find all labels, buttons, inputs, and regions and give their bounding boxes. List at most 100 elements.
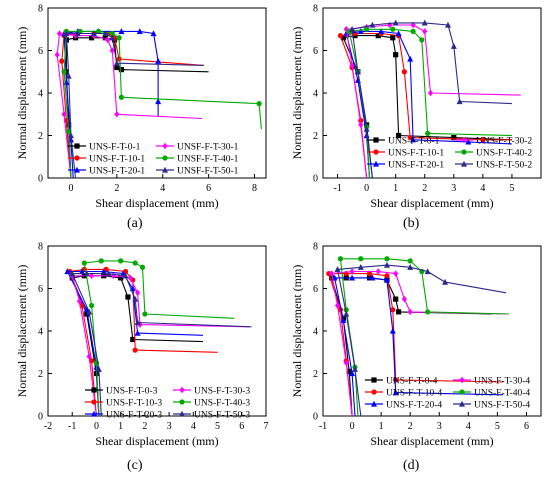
- legend-marker: [162, 142, 168, 150]
- data-point: [366, 271, 373, 277]
- data-point: [109, 47, 115, 54]
- x-axis-label: Shear displacement (mm): [95, 196, 218, 210]
- data-point: [67, 132, 74, 139]
- data-point: [407, 264, 414, 270]
- data-point: [135, 289, 141, 296]
- data-point: [329, 270, 335, 277]
- data-point: [369, 21, 376, 28]
- legend-marker: [74, 155, 80, 161]
- x-tick-label: 2: [408, 421, 413, 432]
- legend-label: UNS-F-T-30-4: [474, 377, 530, 387]
- data-point: [375, 268, 381, 275]
- series-line: [63, 30, 159, 179]
- x-tick-label: 3: [437, 421, 442, 432]
- data-point: [125, 294, 131, 300]
- y-tick-label: 8: [38, 4, 43, 15]
- data-point: [102, 35, 108, 41]
- y-tick-label: 6: [38, 284, 43, 295]
- legend-label: UNS-F-T-30-3: [194, 387, 250, 397]
- data-point: [54, 51, 60, 58]
- data-point: [349, 274, 356, 281]
- data-point: [114, 64, 120, 71]
- data-point: [369, 274, 376, 281]
- x-tick-label: 2: [142, 421, 147, 432]
- legend-marker: [91, 399, 97, 405]
- data-point: [392, 19, 399, 26]
- data-point: [393, 296, 399, 302]
- x-tick-label: 6: [524, 421, 529, 432]
- legend-marker: [373, 160, 379, 167]
- data-point: [65, 72, 72, 79]
- data-point: [346, 368, 352, 374]
- data-point: [118, 28, 125, 34]
- legend-label: UNS-F-T-10-1: [89, 155, 145, 165]
- series-line: [71, 273, 252, 417]
- data-point: [390, 26, 396, 32]
- y-tick-label: 8: [313, 4, 318, 15]
- data-point: [393, 377, 399, 383]
- data-point: [351, 366, 358, 372]
- data-point: [349, 26, 356, 32]
- data-point: [390, 35, 396, 41]
- y-tick-label: 8: [313, 242, 318, 253]
- data-point: [410, 136, 417, 143]
- legend-marker: [162, 155, 168, 161]
- data-point: [110, 272, 116, 279]
- x-tick-label: 5: [509, 183, 514, 194]
- data-point: [155, 57, 162, 64]
- legend-label: UNS-F-T-20-1: [89, 167, 145, 177]
- data-point: [100, 268, 107, 275]
- data-point: [419, 37, 425, 43]
- legend-label: UNS-F-T-50-4: [474, 401, 530, 411]
- legend-label: UNS-F-T-40-3: [194, 399, 250, 409]
- data-point: [422, 28, 428, 35]
- chart-panel-c: -2 -1 0 1 2 3 4 5 6 7 0 2 4 6 8 Shear displacement (mm)…: [15, 242, 269, 449]
- series-line: [65, 32, 205, 179]
- x-tick-label: 1: [379, 421, 384, 432]
- data-point: [155, 98, 162, 105]
- data-point: [256, 101, 262, 107]
- data-point: [451, 135, 457, 141]
- data-point: [343, 310, 350, 317]
- legend-label: UNS-F-T-10-1: [388, 149, 444, 159]
- data-point: [83, 270, 90, 277]
- data-point: [442, 278, 449, 285]
- data-point: [69, 270, 76, 277]
- x-tick-label: 4: [191, 421, 196, 432]
- legend-label: UNS-F-T-20-1: [388, 161, 444, 171]
- x-axis-label: Shear displacement (mm): [370, 196, 493, 210]
- data-point: [337, 33, 344, 39]
- data-point: [139, 264, 146, 270]
- data-point: [118, 258, 124, 264]
- y-tick-label: 6: [38, 46, 43, 57]
- data-point: [407, 55, 414, 62]
- data-point: [89, 302, 95, 309]
- data-point: [349, 370, 356, 377]
- data-point: [81, 260, 87, 266]
- data-point: [61, 69, 67, 75]
- legend-label: UNS-F-T-0-3: [106, 387, 158, 397]
- data-point: [395, 132, 402, 139]
- y-tick-label: 4: [38, 327, 43, 338]
- data-point: [480, 137, 486, 143]
- data-point: [354, 68, 361, 75]
- data-point: [64, 268, 71, 275]
- data-point: [357, 28, 364, 34]
- data-point: [78, 268, 85, 275]
- legend-label: UNS-F-T-10-3: [106, 399, 162, 409]
- data-point: [407, 308, 413, 316]
- legend-label: UNSF-F-T-40-1: [177, 155, 239, 165]
- data-point: [105, 36, 111, 44]
- series-line: [331, 270, 507, 417]
- legend-marker: [459, 389, 465, 395]
- series-line: [71, 275, 250, 417]
- y-axis-label: Normal displacement (mm): [290, 265, 304, 398]
- y-tick-label: 2: [313, 369, 318, 380]
- data-point: [132, 347, 138, 353]
- x-tick-label: 1: [393, 183, 398, 194]
- legend-label: UNS-F-T-30-2: [476, 137, 532, 147]
- y-tick-label: 0: [313, 174, 318, 185]
- legend-label: UNS-F-T-40-4: [474, 389, 530, 399]
- data-point: [407, 135, 413, 141]
